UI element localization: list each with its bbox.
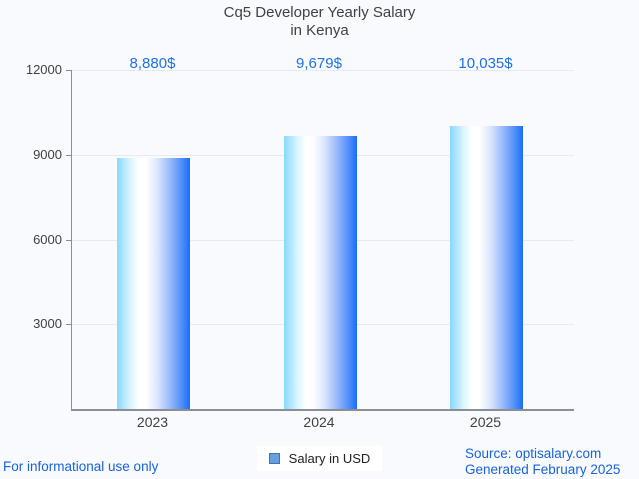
disclaimer-text: For informational use only — [3, 459, 159, 474]
y-tick-label: 3000 — [33, 316, 62, 332]
y-tick-mark — [66, 324, 71, 326]
bar-value-label: 8,880$ — [129, 55, 176, 72]
source-block: Source: optisalary.com Generated Februar… — [465, 446, 620, 477]
y-tick-label: 6000 — [33, 231, 62, 247]
x-tick-label: 2024 — [303, 414, 335, 430]
bar-2024 — [283, 135, 357, 409]
legend: Salary in USD — [256, 446, 383, 471]
gridline — [72, 70, 574, 71]
source-text: Source: optisalary.com — [465, 446, 602, 461]
y-tick-mark — [66, 239, 71, 241]
plot-area — [71, 70, 574, 411]
generated-text: Generated February 2025 — [465, 461, 621, 477]
y-tick-mark — [66, 154, 71, 156]
legend-row: Salary in USD — [0, 446, 639, 471]
y-tick-label: 9000 — [33, 146, 62, 162]
legend-swatch-icon — [268, 453, 280, 464]
chart-title: Cq5 Developer Yearly Salary in Kenya — [0, 4, 639, 40]
bar-2023 — [117, 158, 190, 409]
bar-2025 — [450, 125, 523, 409]
bar-value-label: 10,035$ — [458, 55, 513, 72]
legend-label: Salary in USD — [288, 451, 371, 466]
y-tick-label: 12000 — [25, 62, 62, 77]
chart-title-line2: in Kenya — [290, 22, 349, 39]
chart-title-line1: Cq5 Developer Yearly Salary — [223, 4, 416, 21]
x-tick-label: 2023 — [136, 414, 169, 430]
y-tick-mark — [66, 70, 71, 71]
bar-value-label: 9,679$ — [296, 55, 342, 72]
x-tick-label: 2025 — [469, 414, 502, 430]
